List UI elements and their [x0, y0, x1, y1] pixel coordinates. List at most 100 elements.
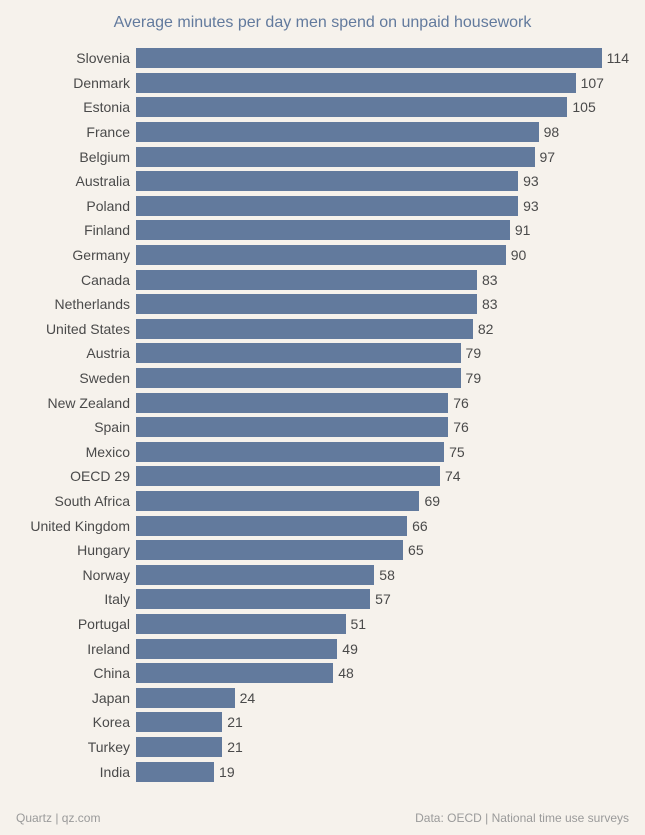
bar-label: Spain [16, 419, 136, 435]
bar-row: Japan 24 [16, 685, 629, 710]
bar-row: Turkey 21 [16, 735, 629, 760]
bar-area: 90 [136, 245, 629, 265]
bar [136, 516, 407, 536]
bar-value: 83 [477, 272, 498, 288]
bar-value: 21 [222, 739, 243, 755]
bar [136, 368, 461, 388]
bar-row: Austria79 [16, 341, 629, 366]
bar-value: 51 [346, 616, 367, 632]
bar-value: 24 [235, 690, 256, 706]
bar-label: Germany [16, 247, 136, 263]
bar [136, 270, 477, 290]
bar-row: Poland 93 [16, 194, 629, 219]
bar [136, 393, 448, 413]
bar-label: New Zealand [16, 395, 136, 411]
bar-row: United Kingdom 66 [16, 513, 629, 538]
bar-area: 51 [136, 614, 629, 634]
bar-label: Portugal [16, 616, 136, 632]
bar-row: Korea21 [16, 710, 629, 735]
bar [136, 122, 539, 142]
bar-value: 90 [506, 247, 527, 263]
bar-area: 21 [136, 737, 629, 757]
bar-area: 49 [136, 639, 629, 659]
bar-area: 48 [136, 663, 629, 683]
bar-area: 105 [136, 97, 629, 117]
bar-area: 24 [136, 688, 629, 708]
bar [136, 294, 477, 314]
bar-row: France 98 [16, 120, 629, 145]
bar-value: 98 [539, 124, 560, 140]
bar-area: 19 [136, 762, 629, 782]
bar-row: Hungary65 [16, 538, 629, 563]
bar-value: 76 [448, 395, 469, 411]
bar-label: France [16, 124, 136, 140]
bar-area: 69 [136, 491, 629, 511]
bar-label: Estonia [16, 99, 136, 115]
bar-label: United Kingdom [16, 518, 136, 534]
bar-value: 76 [448, 419, 469, 435]
bar-label: Austria [16, 345, 136, 361]
bar [136, 343, 461, 363]
bar-row: United States 82 [16, 317, 629, 342]
bar-value: 21 [222, 714, 243, 730]
bar-value: 69 [419, 493, 440, 509]
bar-area: 76 [136, 393, 629, 413]
bar-area: 57 [136, 589, 629, 609]
bar-area: 66 [136, 516, 629, 536]
bar [136, 319, 473, 339]
bar-row: Sweden79 [16, 366, 629, 391]
bar [136, 540, 403, 560]
bar-label: United States [16, 321, 136, 337]
bar [136, 442, 444, 462]
bar-row: Slovenia114 [16, 46, 629, 71]
bar-label: Canada [16, 272, 136, 288]
bar-label: Italy [16, 591, 136, 607]
bar-row: Germany 90 [16, 243, 629, 268]
bar-value: 93 [518, 198, 539, 214]
bar [136, 97, 567, 117]
bar [136, 245, 506, 265]
bar-row: Netherlands83 [16, 292, 629, 317]
bar-row: Norway58 [16, 562, 629, 587]
bar-row: Estonia105 [16, 95, 629, 120]
bar-label: Mexico [16, 444, 136, 460]
bar-value: 107 [576, 75, 604, 91]
bar-label: Ireland [16, 641, 136, 657]
bar [136, 589, 370, 609]
bar-label: Japan [16, 690, 136, 706]
bar [136, 614, 346, 634]
bar-label: Norway [16, 567, 136, 583]
bar-value: 83 [477, 296, 498, 312]
bar-row: Denmark 107 [16, 71, 629, 96]
chart-footer: Quartz | qz.com Data: OECD | National ti… [16, 811, 629, 825]
bar [136, 466, 440, 486]
bar-value: 74 [440, 468, 461, 484]
bar-area: 83 [136, 270, 629, 290]
bar [136, 171, 518, 191]
bar-label: Denmark [16, 75, 136, 91]
bar-area: 91 [136, 220, 629, 240]
bar [136, 73, 576, 93]
bar-area: 93 [136, 196, 629, 216]
bar-area: 21 [136, 712, 629, 732]
bar-row: China48 [16, 661, 629, 686]
bar-value: 97 [535, 149, 556, 165]
bar [136, 147, 535, 167]
bar [136, 663, 333, 683]
bar-label: OECD 29 [16, 468, 136, 484]
bar [136, 688, 235, 708]
bar-area: 114 [136, 48, 629, 68]
bar-label: Poland [16, 198, 136, 214]
bar-row: OECD 29 74 [16, 464, 629, 489]
bar-value: 49 [337, 641, 358, 657]
bar-value: 66 [407, 518, 428, 534]
bar-value: 93 [518, 173, 539, 189]
bar [136, 639, 337, 659]
bar-area: 75 [136, 442, 629, 462]
bar-value: 82 [473, 321, 494, 337]
bar-value: 48 [333, 665, 354, 681]
bar-label: Turkey [16, 739, 136, 755]
bar-area: 79 [136, 368, 629, 388]
bar-value: 79 [461, 370, 482, 386]
bar [136, 220, 510, 240]
